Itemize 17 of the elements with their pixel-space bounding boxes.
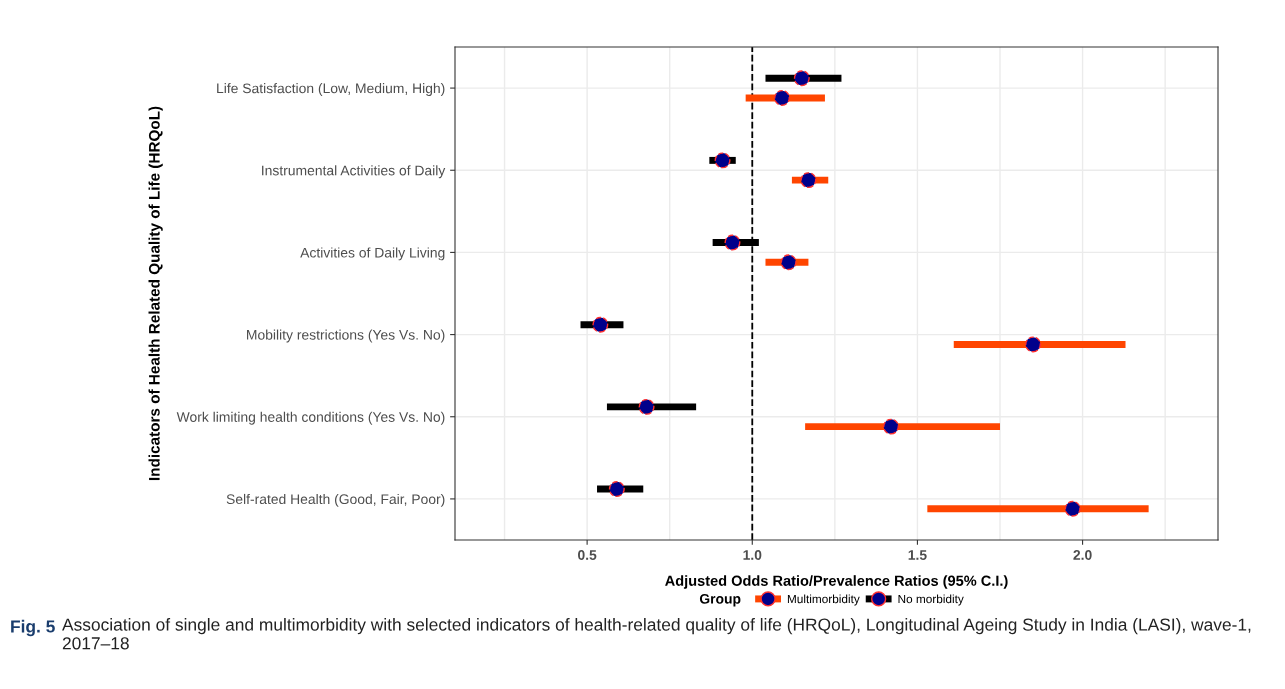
- y-axis-title: Indicators of Health Related Quality of Life (HRQoL): [148, 106, 163, 481]
- y-tick-label: Life Satisfaction (Low, Medium, High): [217, 83, 445, 96]
- x-axis-title: Adjusted Odds Ratio/Prevalence Ratios (95% C.I.): [665, 575, 1008, 589]
- y-tick-label: Instrumental Activities of Daily: [262, 165, 446, 179]
- legend-label: No morbidity: [898, 594, 964, 606]
- y-tick-label: Activities of Daily Living: [300, 247, 445, 261]
- text: Association of single and multimorbidity with selected indicators of health-related quality of life (HRQoL), Longitudinal Ageing Study in India (LASI), wave-1, 2017–18: [62, 618, 1251, 650]
- x-tick-label: 2.0: [1073, 550, 1092, 560]
- legend-label: Multimorbidity: [787, 594, 860, 606]
- y-tick-label: Mobility restrictions (Yes Vs. No): [247, 329, 445, 343]
- legend-title: Group: [699, 593, 741, 607]
- y-tick-label: Self-rated Health (Good, Fair, Poor): [226, 493, 445, 507]
- y-tick-label: Work limiting health conditions (Yes Vs. No): [176, 411, 445, 425]
- caption: Fig. 5: [11, 619, 55, 637]
- x-tick-label: 1.0: [743, 550, 762, 560]
- x-tick-label: 1.5: [908, 550, 927, 560]
- x-tick-label: 0.5: [578, 550, 597, 560]
